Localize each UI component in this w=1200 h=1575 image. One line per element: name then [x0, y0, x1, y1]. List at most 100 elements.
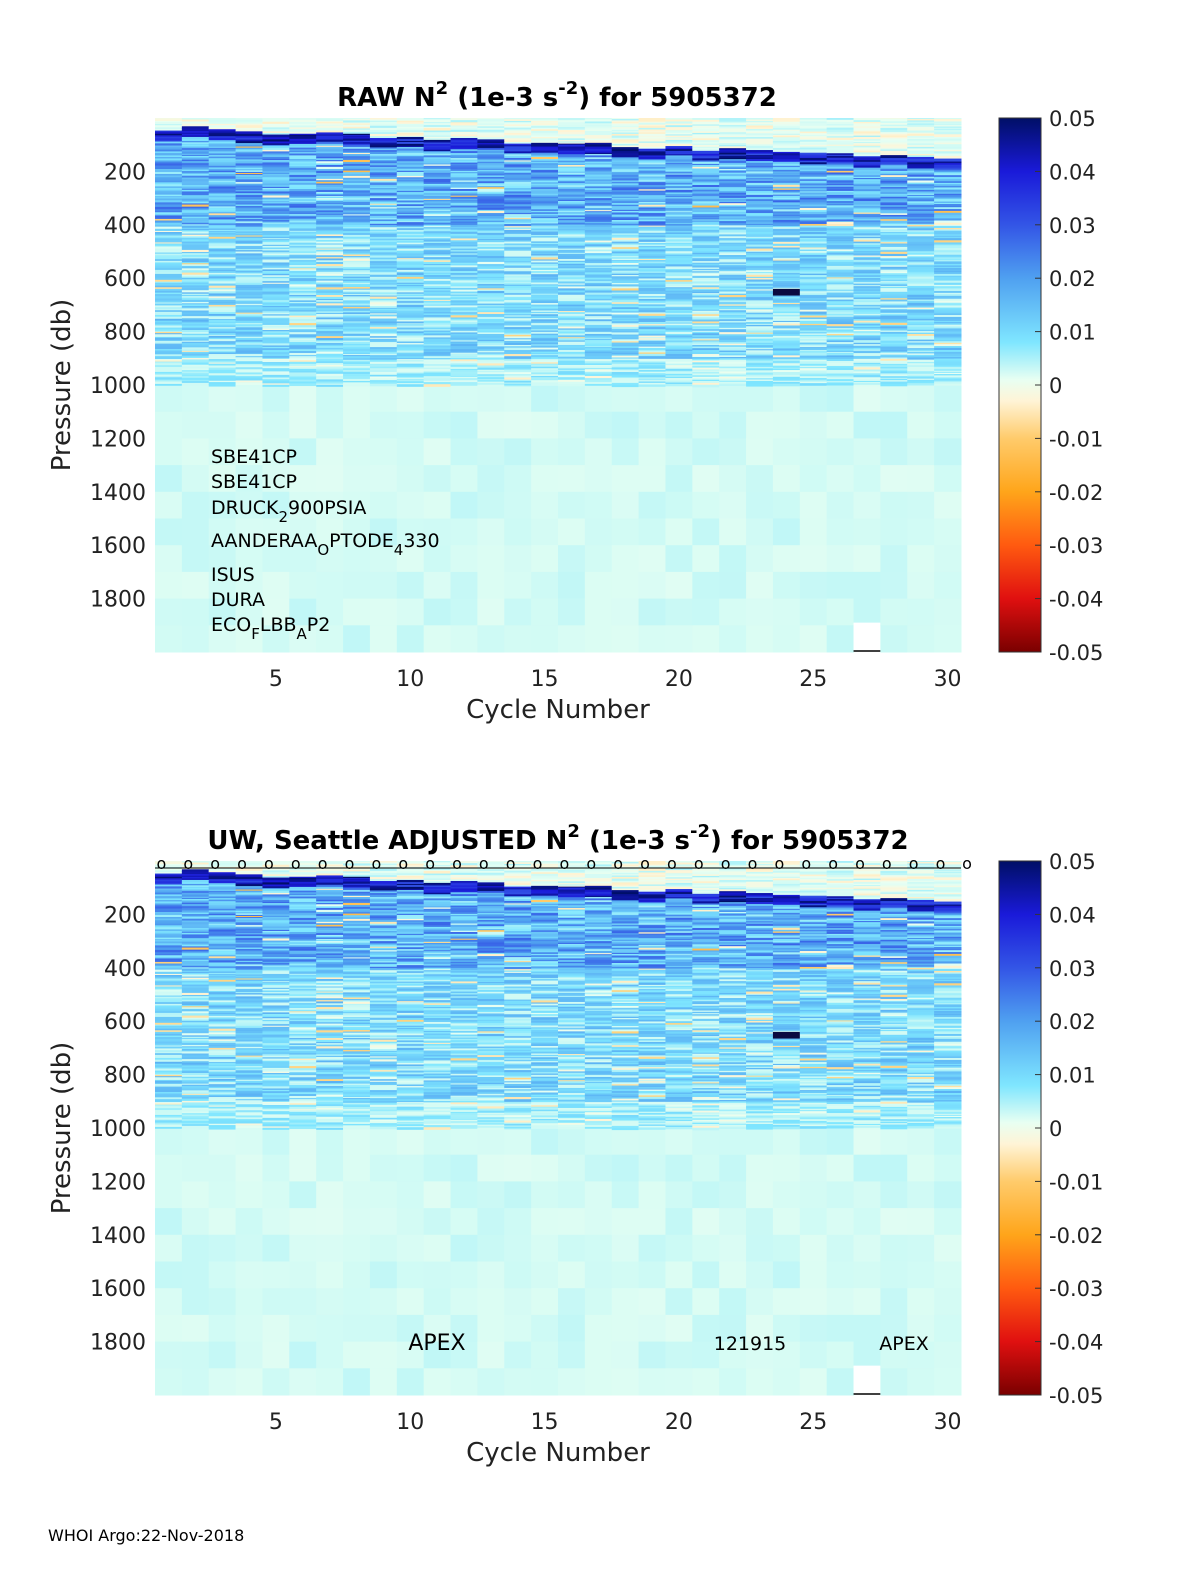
heat-cell [477, 205, 505, 207]
heat-cell [504, 232, 532, 235]
heat-cell [746, 364, 774, 368]
heat-cell [316, 201, 344, 204]
heat-cell [719, 571, 747, 600]
heat-cell [880, 123, 908, 126]
heat-cell [799, 139, 828, 141]
heat-cell [665, 438, 693, 466]
heat-cell [799, 142, 828, 145]
heat-cell [558, 246, 586, 250]
heat-cell [396, 286, 425, 289]
heat-cell [343, 175, 371, 179]
heat-cell [369, 290, 398, 293]
heat-cell [611, 312, 640, 316]
heat-cell [343, 282, 371, 285]
heat-cell [504, 172, 532, 176]
heat-cell [772, 385, 801, 413]
heat-cell [584, 140, 613, 143]
heat-cell [289, 130, 317, 133]
heat-cell [289, 203, 317, 207]
heat-cell [584, 247, 613, 251]
heat-cell [719, 305, 747, 308]
heat-cell [558, 350, 586, 353]
heat-cell [369, 321, 398, 324]
heat-cell [396, 357, 425, 360]
heat-cell [611, 379, 640, 383]
heat-cell [477, 465, 505, 493]
heat-cell [181, 177, 210, 180]
heat-cell [880, 369, 908, 372]
heat-cell [289, 352, 317, 356]
heat-cell [208, 154, 237, 158]
heat-cell [692, 302, 720, 305]
heat-cell [235, 188, 263, 191]
heat-cell [531, 223, 559, 226]
heat-cell [558, 207, 586, 210]
heat-cell [772, 257, 801, 261]
heat-cell [853, 306, 881, 309]
heat-cell [826, 207, 855, 210]
heat-cell [423, 229, 452, 232]
heat-cell [262, 265, 290, 269]
heat-cell [826, 257, 855, 261]
heat-cell [423, 203, 452, 206]
heat-cell [289, 163, 317, 166]
heat-cell [665, 220, 693, 224]
heat-cell [826, 271, 855, 274]
heat-cell [772, 223, 801, 227]
heat-cell [316, 290, 344, 294]
heat-cell [208, 180, 237, 183]
heat-cell [450, 305, 478, 308]
heat-cell [316, 237, 344, 239]
heat-cell [853, 312, 881, 315]
heat-cell [558, 335, 586, 338]
heat-cell [450, 138, 478, 141]
heat-cell [396, 292, 425, 295]
heat-cell [450, 322, 478, 325]
heat-cell [343, 366, 371, 368]
heat-cell [450, 142, 478, 145]
heat-cell [423, 347, 452, 350]
heat-cell [262, 254, 290, 258]
heat-cell [558, 346, 586, 349]
heat-cell [772, 305, 801, 308]
heat-cell [772, 136, 801, 138]
heat-cell [450, 364, 478, 368]
heat-cell [584, 200, 613, 203]
heat-cell [181, 274, 210, 278]
heat-cell [665, 299, 693, 302]
heat-cell [477, 313, 505, 316]
heat-cell [343, 256, 371, 258]
heat-cell [719, 625, 747, 653]
heat-cell [853, 157, 881, 159]
heat-cell [746, 374, 774, 377]
heat-cell [799, 337, 828, 340]
heat-cell [504, 376, 532, 379]
heat-cell [343, 150, 371, 153]
heat-cell [746, 273, 774, 276]
heat-cell [665, 132, 693, 135]
heat-cell [719, 232, 747, 235]
heat-cell [235, 305, 263, 308]
heat-cell [316, 317, 344, 320]
heat-cell [396, 290, 425, 293]
heat-cell [155, 196, 183, 198]
heat-cell [262, 249, 290, 251]
heat-cell [799, 336, 828, 339]
heat-cell [181, 303, 210, 305]
heat-cell [584, 256, 613, 259]
heat-cell [262, 245, 290, 248]
heat-cell [531, 224, 559, 227]
heat-cell [772, 365, 801, 369]
heat-cell [638, 545, 666, 573]
heat-cell [638, 325, 666, 328]
heat-cell [826, 172, 855, 175]
heat-cell [719, 196, 747, 199]
heat-cell [262, 243, 290, 246]
heat-cell [611, 175, 640, 178]
heat-cell [719, 130, 747, 133]
heat-cell [208, 127, 237, 129]
heat-cell [181, 239, 210, 243]
heat-cell [853, 175, 881, 178]
heat-cell [799, 315, 828, 318]
heat-cell [477, 369, 505, 372]
